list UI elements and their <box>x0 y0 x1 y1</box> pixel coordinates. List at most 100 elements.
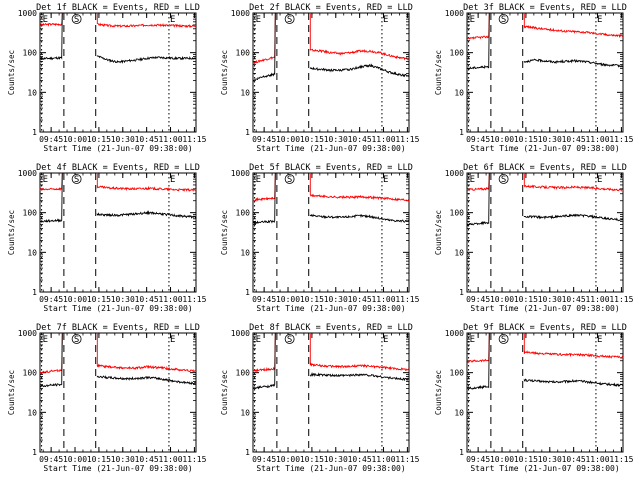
x-tick-label: 11:15 <box>182 295 206 304</box>
x-tick-label: 10:30 <box>324 455 348 464</box>
marker-circle <box>284 334 295 344</box>
x-tick-label: 10:15 <box>87 455 111 464</box>
panel-title: Det 6f BLACK = Events, RED = LLD <box>463 163 627 173</box>
x-tick-label: 10:15 <box>514 455 538 464</box>
x-axis-label: Start Time (21-Jun-07 09:38:00) <box>256 304 405 313</box>
x-tick-label: 10:30 <box>538 455 562 464</box>
x-tick-label: 11:15 <box>395 135 419 144</box>
panel-title: Det 9f BLACK = Events, RED = LLD <box>463 323 627 333</box>
x-tick-label: 10:30 <box>538 135 562 144</box>
marker-label-e: E <box>470 175 475 185</box>
x-tick-label: 10:45 <box>135 455 159 464</box>
x-tick-label: 10:15 <box>300 135 324 144</box>
x-tick-label: 10:45 <box>348 135 372 144</box>
series-events-line <box>466 332 624 390</box>
y-tick-label: 1 <box>459 128 464 137</box>
series-lld-line <box>467 12 624 40</box>
series-lld-line <box>39 332 196 375</box>
y-tick-label: 1000 <box>231 329 250 338</box>
plot-frame <box>466 332 624 453</box>
series-lld-line <box>466 172 624 192</box>
panel-9: Det 9f BLACK = Events, RED = LLD 1 10 100 10… <box>434 323 634 473</box>
series-lld-line <box>252 172 410 202</box>
x-tick-label: 10:30 <box>324 295 348 304</box>
y-tick-label: 10 <box>454 248 464 257</box>
x-tick-label: 11:00 <box>371 295 395 304</box>
panel-title: Det 5f BLACK = Events, RED = LLD <box>249 163 413 173</box>
panel-6: Det 6f BLACK = Events, RED = LLD 1 10 100 10… <box>434 163 634 313</box>
x-tick-label: 10:00 <box>490 135 514 144</box>
marker-label-e: E <box>43 15 48 25</box>
x-tick-label: 10:45 <box>135 135 159 144</box>
x-tick-label: 10:00 <box>276 295 300 304</box>
marker-circle <box>71 174 82 184</box>
x-tick-label: 10:00 <box>63 295 87 304</box>
series-events-line <box>39 12 197 64</box>
series-events-line <box>466 172 624 227</box>
series-events-line <box>252 172 410 226</box>
x-tick-label: 11:00 <box>158 135 182 144</box>
series-lld-line <box>252 12 409 65</box>
x-axis-label: Start Time (21-Jun-07 09:38:00) <box>256 144 405 153</box>
y-tick-label: 1 <box>245 288 250 297</box>
x-tick-label: 10:15 <box>87 135 111 144</box>
marker-label-e: E <box>383 15 388 25</box>
marker-label-e: E <box>597 15 602 25</box>
panel-title: Det 4f BLACK = Events, RED = LLD <box>36 163 200 173</box>
x-tick-label: 11:15 <box>609 295 633 304</box>
plot-frame <box>39 172 197 293</box>
y-tick-label: 1000 <box>445 9 464 18</box>
x-tick-label: 11:00 <box>158 295 182 304</box>
marker-label-s: S <box>501 175 506 185</box>
x-axis-label: Start Time (21-Jun-07 09:38:00) <box>256 464 405 473</box>
panel-3: Det 3f BLACK = Events, RED = LLD 1 10 100 10… <box>434 3 634 153</box>
y-tick-label: 100 <box>23 49 38 58</box>
x-tick-label: 11:00 <box>371 455 395 464</box>
y-tick-label: 1 <box>32 448 37 457</box>
marker-circle <box>71 334 82 344</box>
x-tick-label: 10:15 <box>300 295 324 304</box>
y-axis-label: Counts/sec <box>434 50 443 95</box>
y-tick-label: 1000 <box>231 169 250 178</box>
y-axis-label: Counts/sec <box>7 210 16 255</box>
y-axis-label: Counts/sec <box>434 370 443 415</box>
y-tick-label: 1000 <box>445 169 464 178</box>
marker-circle <box>284 174 295 184</box>
marker-label-s: S <box>287 15 292 25</box>
x-tick-label: 10:30 <box>324 135 348 144</box>
x-tick-label: 11:15 <box>609 455 633 464</box>
y-tick-label: 100 <box>23 209 38 218</box>
x-tick-label: 11:15 <box>182 455 206 464</box>
x-axis-label: Start Time (21-Jun-07 09:38:00) <box>43 144 192 153</box>
plot-frame <box>466 12 624 133</box>
marker-label-s: S <box>287 175 292 185</box>
y-tick-label: 10 <box>454 408 464 417</box>
marker-label-s: S <box>74 175 79 185</box>
plot-frame <box>39 332 197 453</box>
y-tick-label: 1 <box>32 288 37 297</box>
x-tick-label: 11:00 <box>585 455 609 464</box>
plot-frame <box>39 12 197 133</box>
y-tick-label: 1 <box>459 288 464 297</box>
y-tick-label: 100 <box>236 49 251 58</box>
series-events-line <box>252 332 410 390</box>
x-tick-label: 10:00 <box>63 135 87 144</box>
x-tick-label: 09:45 <box>39 455 63 464</box>
x-tick-label: 10:15 <box>514 295 538 304</box>
y-tick-label: 10 <box>27 248 37 257</box>
x-tick-label: 11:15 <box>395 295 419 304</box>
series-lld-line <box>39 172 197 192</box>
x-tick-label: 10:30 <box>111 135 135 144</box>
series-lld-line <box>252 332 410 374</box>
marker-label-s: S <box>287 335 292 345</box>
x-tick-label: 10:45 <box>348 455 372 464</box>
marker-label-e: E <box>170 175 175 185</box>
x-tick-label: 09:45 <box>466 455 490 464</box>
x-tick-label: 10:00 <box>276 135 300 144</box>
y-tick-label: 10 <box>240 88 250 97</box>
panel-title: Det 3f BLACK = Events, RED = LLD <box>463 3 627 13</box>
marker-label-e: E <box>43 175 48 185</box>
y-tick-label: 100 <box>450 209 465 218</box>
y-tick-label: 1 <box>245 448 250 457</box>
x-tick-label: 11:00 <box>158 455 182 464</box>
